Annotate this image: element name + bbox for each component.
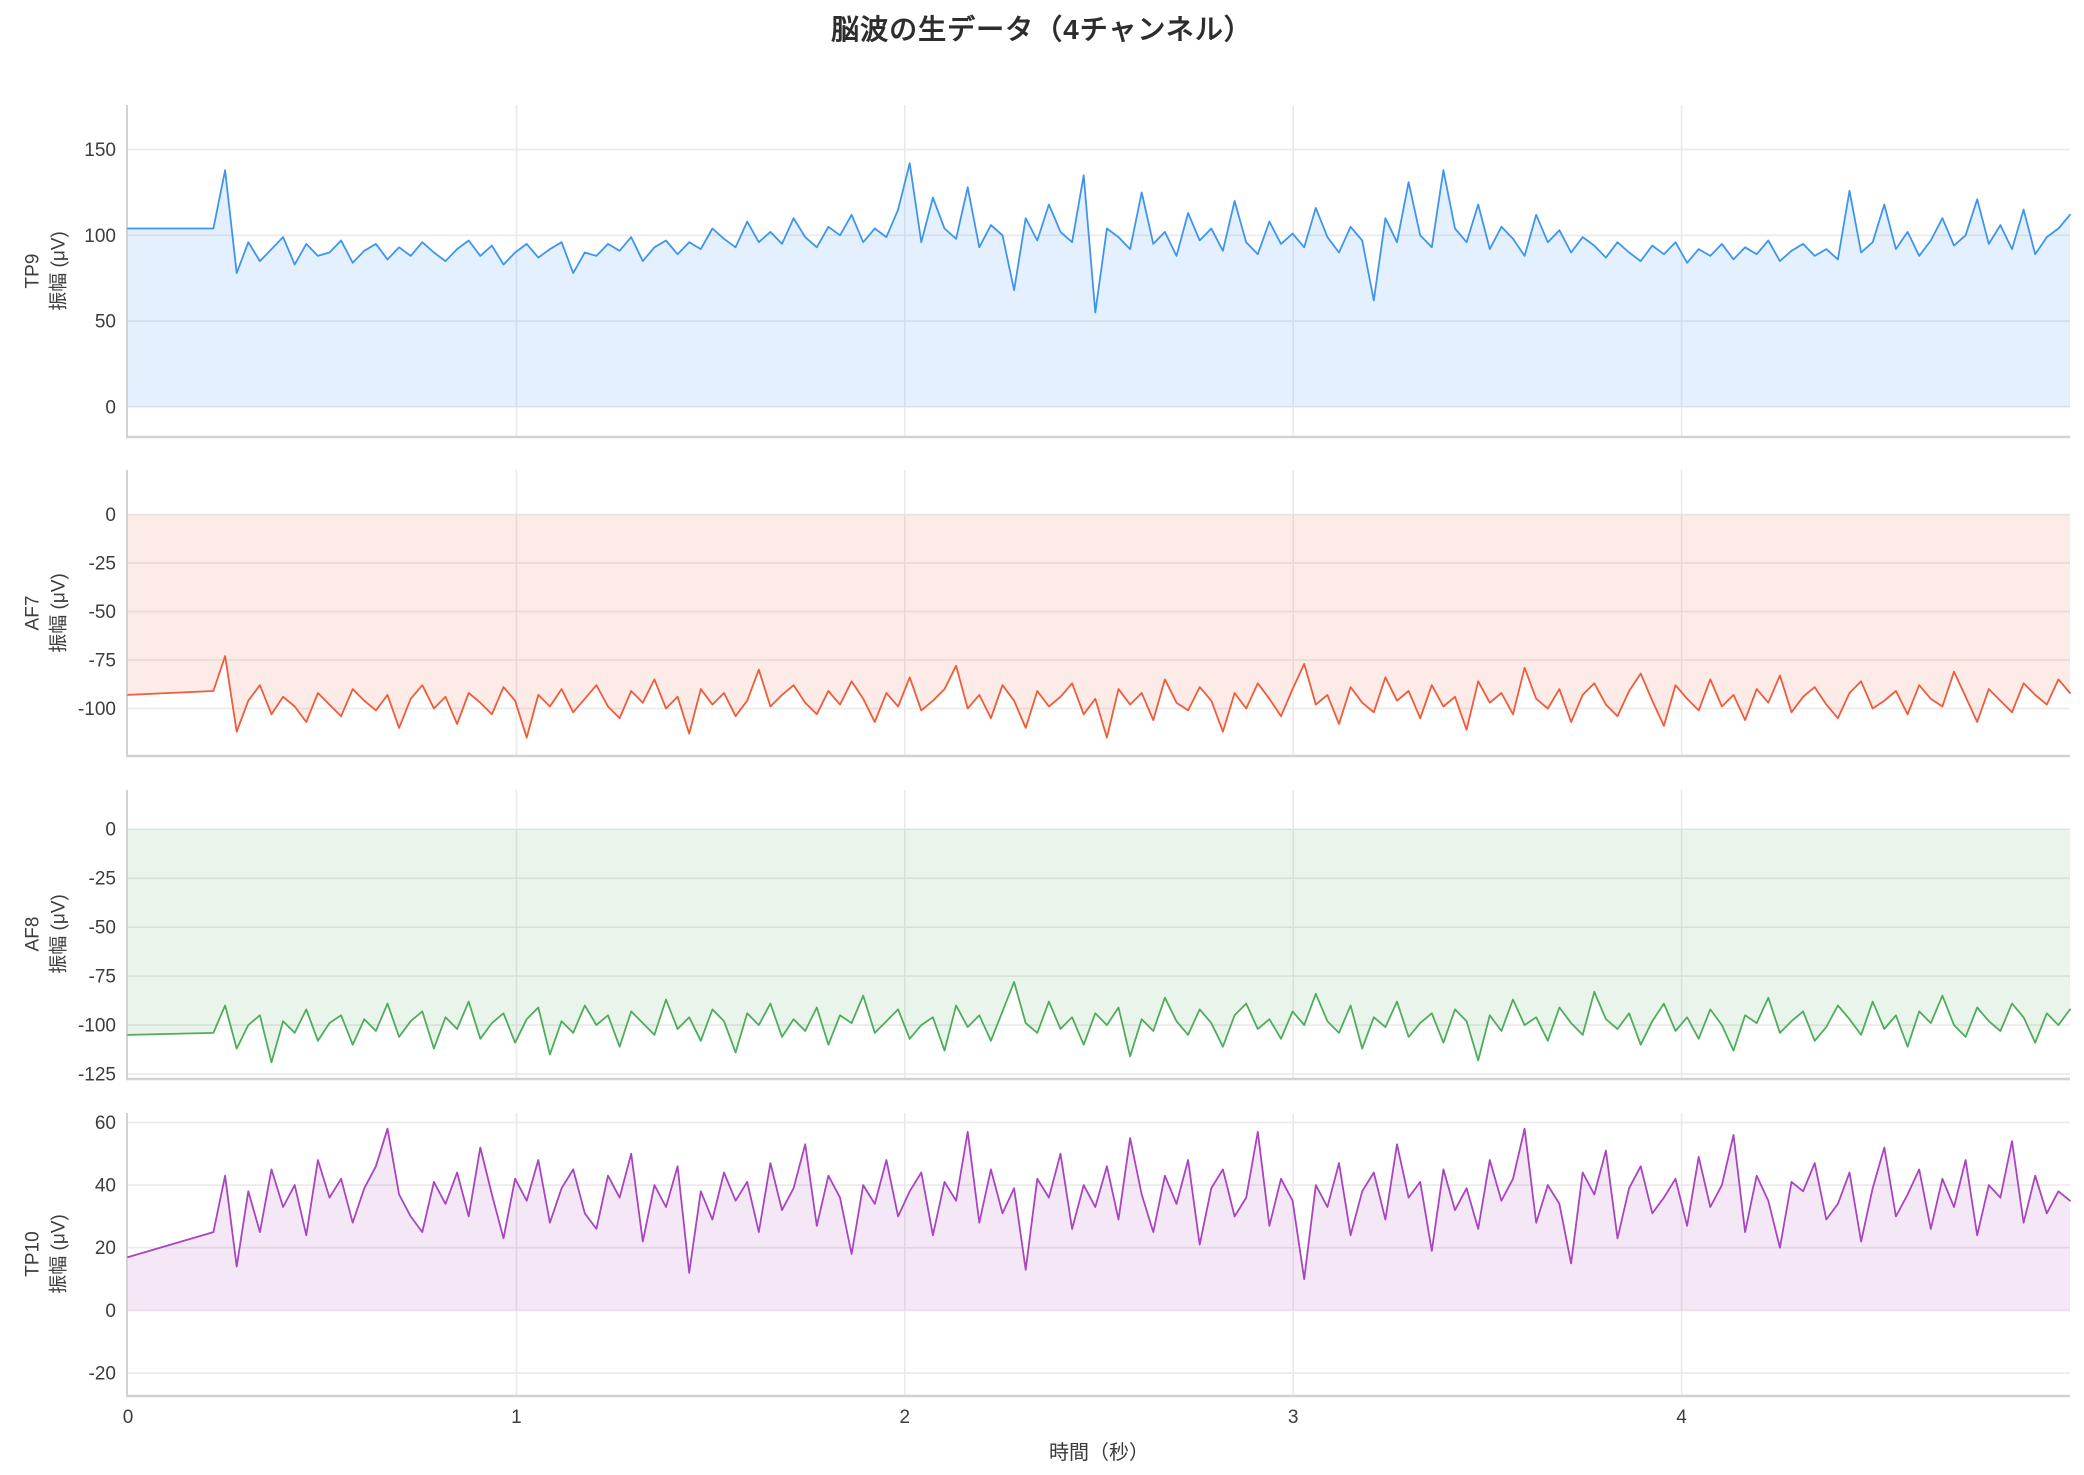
af7-line — [127, 655, 2071, 739]
subplot-tp9: 0 50 100 150 — [84, 105, 2071, 439]
y-tick-label: -100 — [78, 1016, 116, 1037]
y-axis-label-af8: AF8 振幅 (μV) — [20, 894, 71, 974]
tp10-fill — [128, 1128, 2070, 1311]
channel-name: TP10 — [22, 1231, 44, 1277]
x-tick-label: 1 — [511, 1407, 522, 1428]
y-tick-label: 60 — [95, 1113, 116, 1134]
y-tick-label: 0 — [105, 397, 116, 418]
amplitude-label: 振幅 (μV) — [48, 894, 69, 974]
chart-title: 脳波の生データ（4チャンネル） — [831, 14, 1253, 45]
y-tick-label: 20 — [95, 1238, 116, 1259]
af8-line — [127, 981, 2071, 1064]
y-tick-label: 50 — [95, 312, 116, 333]
amplitude-label: 振幅 (μV) — [48, 573, 69, 653]
amplitude-label: 振幅 (μV) — [48, 1214, 69, 1294]
y-tick-label: -20 — [89, 1364, 116, 1385]
y-axis-label-af7: AF7 振幅 (μV) — [20, 573, 71, 653]
y-tick-label: -50 — [89, 918, 116, 939]
amplitude-label: 振幅 (μV) — [48, 231, 69, 311]
y-tick-label: -50 — [89, 602, 116, 623]
subplot-af7: 0 -25 -50 -75 -100 — [78, 470, 2071, 758]
tp9-line — [127, 162, 2071, 314]
channel-name: AF7 — [22, 595, 44, 631]
tp10-line — [127, 1127, 2071, 1280]
y-tick-label: -25 — [89, 554, 116, 575]
y-axis-label-tp10: TP10 振幅 (μV) — [20, 1214, 71, 1294]
y-tick-label: 150 — [84, 140, 116, 161]
y-axis-label-tp9: TP9 振幅 (μV) — [20, 231, 71, 311]
subplot-af8: 0 -25 -50 -75 -100 -125 — [78, 790, 2071, 1086]
af7-fill — [128, 514, 2070, 738]
x-tick-label: 4 — [1676, 1407, 1687, 1428]
y-tick-label: -125 — [78, 1065, 116, 1086]
y-tick-label: 0 — [105, 1301, 116, 1322]
channel-name: AF8 — [22, 916, 44, 952]
y-tick-label: -75 — [89, 967, 116, 988]
x-tick-label: 2 — [900, 1407, 911, 1428]
y-tick-label: 0 — [105, 820, 116, 841]
y-tick-label: 0 — [105, 505, 116, 526]
y-tick-label: 100 — [84, 226, 116, 247]
x-tick-label: 0 — [123, 1407, 134, 1428]
y-tick-label: 40 — [95, 1176, 116, 1197]
x-axis-title: 時間（秒） — [1049, 1442, 1149, 1464]
y-tick-label: -25 — [89, 869, 116, 890]
y-tick-label: -75 — [89, 651, 116, 672]
x-tick-label: 3 — [1288, 1407, 1299, 1428]
y-tick-label: -100 — [78, 699, 116, 720]
tp9-fill — [128, 163, 2070, 407]
channel-name: TP9 — [22, 253, 44, 289]
subplot-tp10: 60 40 20 0 -20 0 1 2 3 4 — [89, 1113, 2071, 1428]
af8-fill — [128, 829, 2070, 1063]
